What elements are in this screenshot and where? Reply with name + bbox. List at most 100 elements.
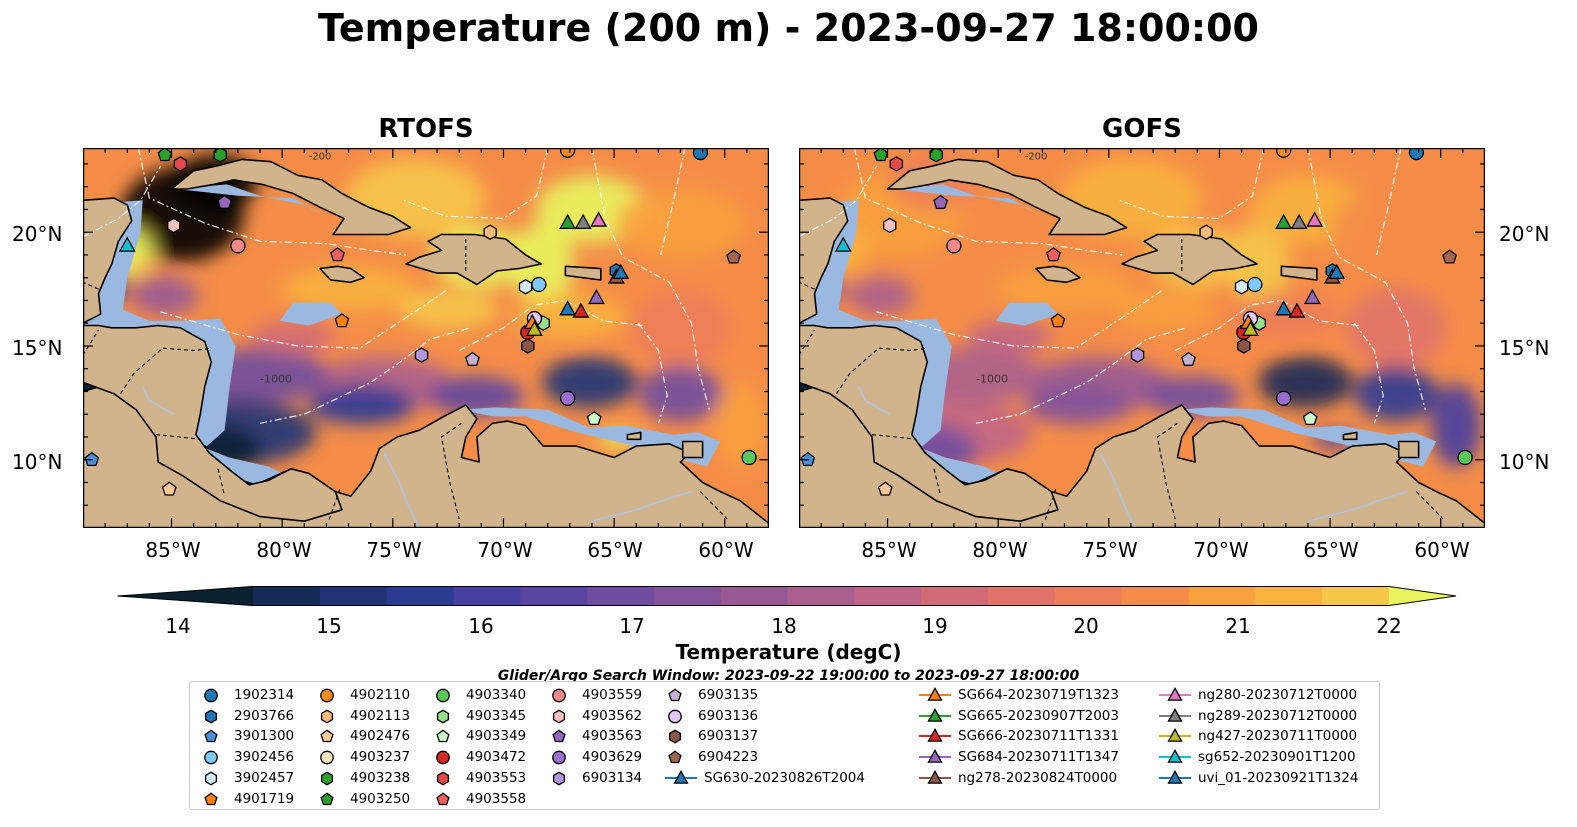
obs-4903562 [883, 217, 897, 234]
search-window-text: Glider/Argo Search Window: 2023-09-22 19… [497, 668, 1080, 684]
map-content: -1000 -200 [83, 148, 769, 528]
hexagon-marker-icon [668, 729, 682, 744]
obs-4903250 [873, 148, 889, 162]
legend-label: 4903562 [582, 707, 643, 724]
figure-title: Temperature (200 m) - 2023-09-27 18:00:0… [317, 6, 1259, 50]
legend-label: ng427-20230711T0000 [1198, 728, 1358, 745]
panel-title-rtofs: RTOFS [378, 114, 474, 144]
obs-6903137 [1237, 338, 1251, 354]
obs-4902110 [559, 148, 576, 158]
obs-6903134 [1130, 347, 1145, 363]
pentagon-marker-icon [552, 729, 566, 743]
obs-4903340 [741, 449, 757, 466]
hexagon-marker-icon [436, 709, 450, 724]
circle-marker-icon [668, 709, 682, 724]
obs-3902457 [518, 279, 533, 295]
triangle-marker-icon [919, 769, 951, 784]
obs-4903563 [217, 194, 233, 209]
legend-marker [1167, 749, 1183, 763]
lon-tick-60-gofs: 60°W [1414, 538, 1470, 562]
obs-SG630-20230826T2004 [1275, 300, 1293, 316]
cb-tick-21: 21 [1225, 614, 1251, 638]
legend-marker [320, 791, 334, 805]
lat-tick-15-left: 15°N [12, 336, 63, 360]
legend-label: 4903349 [466, 728, 527, 745]
lat-tick-10-left: 10°N [12, 450, 63, 474]
circle-marker-icon [436, 750, 450, 765]
legend-marker [673, 769, 689, 784]
lon-tick-65-rtofs: 65°W [587, 538, 643, 562]
triangle-marker-icon [1159, 728, 1191, 743]
obs-3901300 [84, 451, 100, 467]
legend-label: 6904223 [698, 749, 759, 766]
obs-SG665-20230907T2003 [559, 213, 577, 229]
legend-label: sg652-20230901T1200 [1198, 749, 1356, 766]
legend-label: 6903137 [698, 728, 759, 745]
obs-4903558 [1046, 247, 1061, 262]
obs-uvi_01-20230921T1324 [612, 263, 630, 280]
legend-marker [204, 709, 218, 724]
legend-marker [552, 729, 566, 743]
obs-6903135 [465, 351, 480, 366]
legend-marker [668, 729, 682, 744]
legend-marker [320, 750, 334, 765]
legend-label: 4903559 [582, 687, 643, 703]
cb-tick-20: 20 [1073, 614, 1099, 638]
hexagon-marker-icon [552, 771, 566, 786]
obs-4903563 [933, 194, 949, 209]
colorbar-swatch [1322, 586, 1390, 606]
hexagon-marker-icon [320, 771, 334, 786]
legend-marker [552, 709, 566, 724]
legend-marker [927, 728, 943, 743]
obs-4903340 [1457, 449, 1473, 466]
colorbar-swatch [253, 586, 321, 606]
legend-label: 4902113 [350, 707, 411, 724]
cb-tick-15: 15 [316, 614, 342, 638]
colorbar-swatch [587, 586, 655, 606]
pentagon-marker-icon [320, 729, 334, 743]
obs-4903553 [173, 156, 188, 172]
colorbar-swatch [921, 586, 989, 606]
legend-marker [204, 771, 218, 786]
triangle-marker-icon [919, 687, 951, 701]
legend-label: 6903134 [582, 769, 643, 786]
lon-tick-65-gofs: 65°W [1303, 538, 1359, 562]
obs-4903553 [889, 156, 904, 172]
colorbar-swatch [1121, 586, 1190, 606]
colorbar-swatch [988, 586, 1056, 606]
lat-tick-15-right: 15°N [1499, 336, 1550, 360]
circle-marker-icon [436, 688, 450, 703]
colorbar-swatch [319, 586, 388, 606]
map-panel-gofs: -1000 -200 [799, 148, 1485, 528]
legend-label: SG664-20230719T1323 [958, 687, 1119, 703]
colorbar-swatch [1255, 586, 1323, 606]
pentagon-marker-icon [320, 791, 334, 805]
legend-label: ng280-20230712T0000 [1198, 687, 1358, 703]
legend-label: 4902476 [350, 728, 411, 745]
isobath-label-200: -200 [1025, 151, 1048, 162]
obs-3902456 [1247, 276, 1263, 293]
triangle-marker-icon [1159, 769, 1191, 784]
legend-label: SG665-20230907T2003 [958, 707, 1119, 724]
pentagon-marker-icon [436, 791, 450, 805]
legend-label: 3901300 [234, 728, 295, 745]
legend-label: ng278-20230824T0000 [958, 769, 1118, 786]
obs-6903135 [1181, 351, 1196, 366]
legend-label: 4903340 [466, 687, 527, 703]
legend-label: SG684-20230711T1347 [958, 749, 1119, 766]
legend-marker [436, 729, 450, 743]
legend-label: 6903136 [698, 707, 759, 724]
panel-title-gofs: GOFS [1102, 114, 1182, 144]
legend-marker [320, 771, 334, 786]
legend-label: 1902314 [234, 687, 295, 703]
lon-tick-70-gofs: 70°W [1193, 538, 1249, 562]
triangle-marker-icon [1159, 707, 1191, 722]
legend-marker [927, 707, 943, 722]
colorbar-swatch [453, 586, 521, 606]
triangle-marker-icon [1159, 749, 1191, 763]
circle-marker-icon [320, 688, 334, 703]
legend: 1902314 2903766 3901300 3902456 3902457 49017… [189, 681, 1380, 810]
cb-tick-18: 18 [771, 614, 797, 638]
legend-label: uvi_01-20230921T1324 [1198, 769, 1359, 786]
obs-6904223 [1442, 249, 1458, 264]
